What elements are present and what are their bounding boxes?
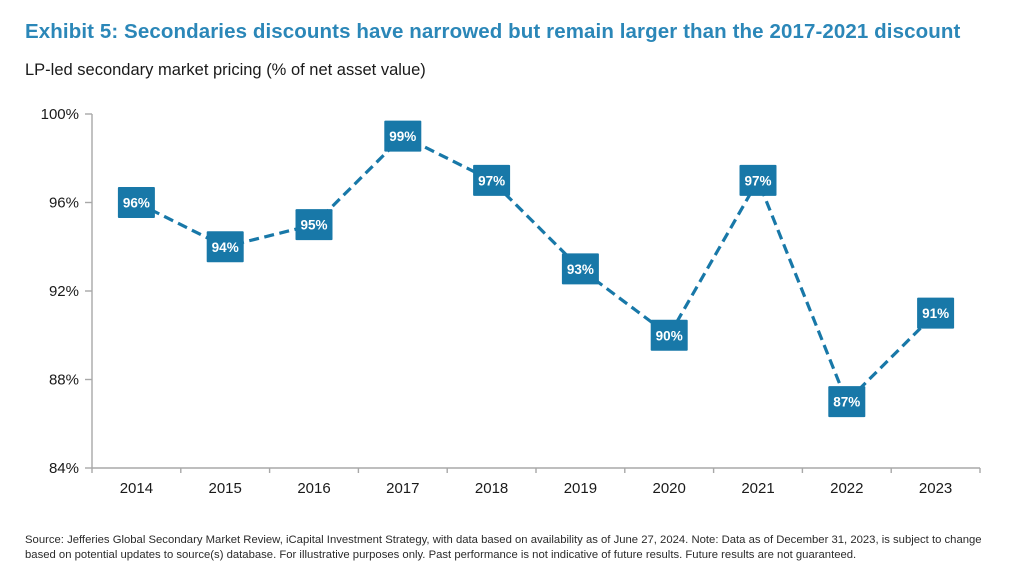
data-point-marker	[473, 164, 511, 196]
y-axis-tick-label: 88%	[49, 371, 79, 388]
x-axis-tick-label: 2018	[475, 480, 508, 497]
data-point-label: 87%	[833, 395, 860, 410]
data-point-marker	[828, 386, 866, 418]
exhibit-title: Exhibit 5: Secondaries discounts have na…	[25, 20, 961, 43]
data-point-marker	[295, 209, 333, 241]
source-note: Source: Jefferies Global Secondary Marke…	[25, 533, 1015, 563]
x-axis-tick-label: 2015	[209, 480, 242, 497]
x-axis-tick-label: 2020	[653, 480, 686, 497]
x-axis-tick-label: 2022	[830, 480, 863, 497]
y-axis-tick-label: 96%	[49, 194, 79, 211]
data-point-label: 96%	[123, 196, 150, 211]
x-axis-tick-label: 2016	[297, 480, 330, 497]
data-point-label: 97%	[478, 173, 505, 188]
data-point-marker	[206, 231, 244, 263]
x-axis-tick-label: 2019	[564, 480, 597, 497]
x-axis-tick-label: 2023	[919, 480, 952, 497]
data-point-marker	[117, 187, 155, 218]
data-point-marker	[650, 319, 688, 351]
data-point-label: 91%	[922, 306, 949, 321]
x-axis-tick-label: 2021	[741, 480, 774, 497]
data-series-line	[135, 134, 937, 405]
chart-subtitle: LP-led secondary market pricing (% of ne…	[25, 61, 426, 79]
data-point-label: 93%	[567, 262, 594, 277]
source-note-line1: Source: Jefferies Global Secondary Marke…	[25, 534, 982, 546]
data-point-label: 99%	[389, 129, 416, 144]
x-axis-tick-label: 2014	[120, 480, 153, 497]
y-axis-tick-label: 84%	[49, 460, 79, 477]
data-point-label: 94%	[212, 240, 239, 255]
data-point-label: 90%	[656, 328, 683, 343]
x-axis-tick-label: 2017	[386, 480, 419, 497]
data-point-label: 97%	[744, 173, 771, 188]
data-point-marker	[384, 120, 422, 152]
data-point-marker	[917, 297, 955, 329]
y-axis-tick-label: 100%	[41, 106, 79, 123]
data-point-marker	[561, 253, 599, 285]
data-point-label: 95%	[300, 218, 327, 233]
y-axis-tick-label: 92%	[49, 283, 79, 300]
source-note-line2: based on potential updates to source(s) …	[25, 549, 857, 561]
data-point-marker	[739, 164, 777, 196]
